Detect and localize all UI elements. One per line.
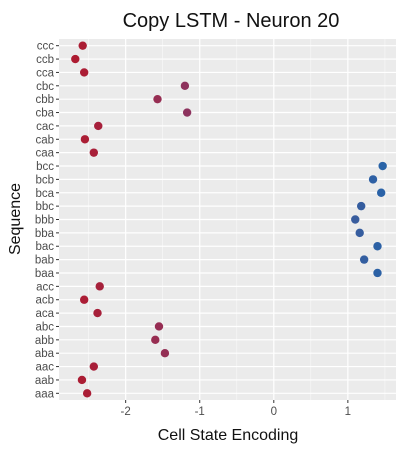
y-tick-label: cac: [36, 121, 54, 133]
data-point-caa: [89, 148, 99, 157]
y-tick-label: acc: [36, 281, 54, 293]
y-tick-label: aaa: [35, 388, 55, 400]
data-point-cac: [94, 121, 103, 131]
data-point-cbc: [180, 81, 190, 90]
y-tick-label: bcb: [35, 174, 54, 186]
x-tick-label: 0: [271, 406, 277, 418]
data-point-cbb: [153, 94, 162, 104]
y-axis-title: Sequence: [7, 183, 24, 255]
data-point-cca: [79, 68, 89, 77]
data-point-abc: [154, 322, 164, 331]
data-point-baa: [373, 268, 382, 278]
data-point-bba: [355, 228, 364, 238]
x-axis-title: Cell State Encoding: [158, 427, 299, 444]
y-tick-label: acb: [35, 295, 54, 307]
data-point-acc: [95, 282, 104, 291]
y-tick-label: aca: [35, 308, 54, 320]
y-tick-label: bcc: [36, 161, 54, 173]
y-tick-label: ccc: [37, 41, 55, 53]
x-tick-label: 1: [345, 406, 351, 418]
y-tick-label: bba: [35, 228, 55, 240]
y-tick-label: aab: [35, 375, 54, 387]
y-tick-label: cba: [35, 108, 54, 120]
data-point-cba: [182, 108, 192, 117]
y-tick-label: cbb: [35, 94, 54, 106]
y-tick-label: bab: [35, 255, 54, 267]
y-tick-label: cbc: [36, 81, 54, 93]
y-tick-label: bac: [35, 241, 54, 253]
y-tick-label: bbb: [35, 215, 54, 227]
data-point-ccb: [71, 54, 80, 64]
data-point-bac: [373, 242, 382, 251]
y-tick-label: abb: [35, 335, 54, 347]
data-point-cab: [80, 135, 90, 144]
data-point-acb: [79, 295, 89, 304]
y-tick-label: aba: [35, 348, 55, 360]
data-point-bbb: [351, 215, 360, 224]
data-point-bcc: [378, 161, 387, 171]
data-point-ccc: [78, 41, 87, 50]
y-tick-label: bca: [35, 188, 54, 200]
x-axis-ticks: -2 -1 0 1: [121, 400, 351, 418]
data-point-aca: [93, 308, 102, 318]
y-tick-label: baa: [35, 268, 55, 280]
x-tick-label: -1: [195, 406, 205, 418]
data-point-abb: [151, 335, 160, 345]
y-tick-label: abc: [35, 321, 54, 333]
data-point-bab: [359, 255, 369, 264]
y-tick-label: ccb: [36, 54, 54, 66]
data-points: [71, 41, 387, 398]
data-point-aab: [77, 375, 87, 385]
data-point-aba: [160, 349, 170, 358]
data-point-aaa: [82, 389, 92, 398]
data-point-bcb: [368, 175, 378, 184]
y-tick-label: caa: [35, 148, 54, 160]
chart-title: Copy LSTM - Neuron 20: [123, 10, 340, 32]
data-point-bca: [376, 188, 386, 197]
data-point-bbc: [356, 201, 366, 211]
y-tick-label: cca: [36, 67, 55, 79]
major-gridlines: [59, 39, 396, 400]
data-point-aac: [89, 362, 99, 371]
x-tick-label: -2: [121, 406, 131, 418]
y-tick-label: aac: [35, 362, 54, 374]
y-tick-label: bbc: [35, 201, 54, 213]
y-tick-label: cab: [35, 134, 54, 146]
